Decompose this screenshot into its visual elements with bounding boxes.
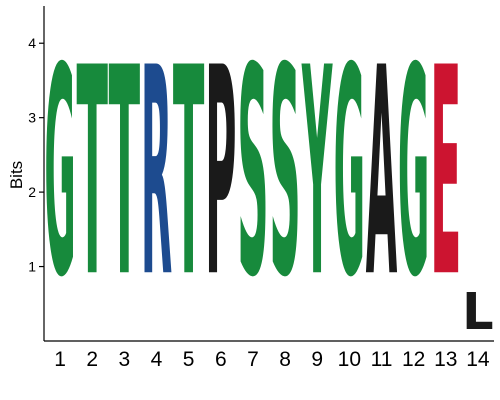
x-tick-label: 6 — [215, 348, 227, 371]
x-tick-label: 10 — [338, 348, 361, 371]
x-tick-label: 12 — [402, 348, 425, 371]
logo-letter-6: P — [205, 8, 236, 341]
x-tick-label: 13 — [434, 348, 457, 371]
logo-letter-3: T — [109, 8, 140, 340]
y-axis-label: Bits — [7, 161, 26, 189]
x-tick-label: 1 — [54, 348, 66, 371]
logo-letter-7: S — [237, 8, 268, 341]
logo-letter-12: G — [398, 7, 429, 341]
logo-letter-8: S — [269, 8, 300, 341]
x-tick-label: 7 — [247, 348, 259, 371]
logo-letter-2: T — [76, 8, 107, 340]
y-tick-label: 1 — [28, 259, 36, 275]
logo-letter-11: A — [366, 8, 397, 341]
y-tick-label: 3 — [28, 110, 36, 126]
logo-letter-9: Y — [301, 8, 332, 341]
x-tick-label: 14 — [466, 348, 490, 371]
axes — [43, 6, 494, 342]
x-tick-label: 5 — [183, 348, 195, 371]
x-tick-label: 4 — [151, 348, 163, 371]
x-tick-label: 8 — [279, 348, 291, 371]
logo-letter-13: E — [430, 8, 462, 340]
x-tick-label: 11 — [371, 348, 393, 371]
x-tick-label: 3 — [119, 348, 131, 371]
x-tick-label: 2 — [86, 348, 98, 371]
x-ticks: 1 2 3 4 5 6 7 8 9 10 11 12 13 14 — [54, 348, 490, 371]
y-ticks: 1 2 3 4 — [28, 35, 44, 275]
y-tick-label: 4 — [28, 35, 36, 51]
logo-letter-1: G — [44, 7, 75, 341]
logo-letter-10: G — [334, 7, 365, 341]
x-tick-label: 9 — [311, 348, 323, 371]
y-tick-label: 2 — [28, 184, 36, 200]
logo-letter-5: T — [173, 8, 204, 340]
logo-letter-14: L — [462, 281, 493, 341]
logo-letter-4: R — [141, 8, 172, 341]
